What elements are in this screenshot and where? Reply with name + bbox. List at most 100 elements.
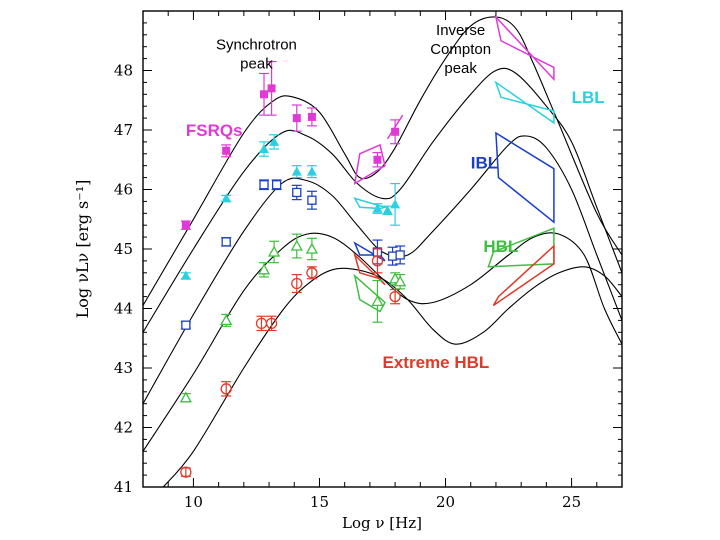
marker-triangle [306,166,317,176]
model-curve-ibl-model [143,135,622,404]
marker-square [222,146,231,155]
data-point-extreme-hbl-0 [180,466,192,478]
marker-triangle [390,199,401,209]
data-point-hbl-6 [371,279,384,323]
x-tick-label: 20 [436,493,455,511]
data-point-fsrqs-4 [291,104,302,132]
data-point-extreme-hbl-7 [389,288,401,305]
y-tick-label: 46 [114,181,133,199]
data-point-fsrqs-1 [221,144,232,158]
x-tick-label: 15 [310,493,329,511]
data-point-lbl-1 [221,193,232,203]
data-point-extreme-hbl-3 [265,315,278,332]
marker-square-open [259,180,269,190]
marker-square [307,112,316,121]
data-point-ibl-1 [221,237,232,247]
marker-circle-open [265,317,278,330]
spectrum-ibl-1 [495,131,555,224]
annotation-line: Inverse [436,22,485,39]
data-point-ibl-0 [180,320,191,330]
x-tick-label: 25 [562,493,581,511]
data-point-hbl-3 [267,240,281,264]
series-label-ibl: IBL [471,154,498,173]
series-label-extreme-hbl: Extreme HBL [383,353,490,372]
data-point-extreme-hbl-4 [291,273,303,294]
y-tick-label: 43 [114,359,133,377]
data-point-extreme-hbl-6 [371,248,384,274]
spectrum-fsrqs-0 [353,143,386,185]
series-label-hbl: HBL [483,237,518,256]
annotation-line: Synchrotron [216,37,297,54]
data-point-hbl-1 [220,313,233,327]
data-point-fsrqs-2 [259,72,270,116]
data-point-lbl-6 [372,203,383,214]
data-point-hbl-4 [290,233,303,259]
data-point-hbl-5 [305,237,319,261]
y-tick-label: 44 [114,300,133,318]
data-point-extreme-hbl-5 [306,266,318,280]
data-point-ibl-3 [271,179,282,191]
y-axis-label: Log νLν [erg s⁻¹] [73,180,92,319]
marker-triangle-open [257,263,271,275]
marker-square-open [307,195,317,205]
y-tick-label: 41 [114,478,133,496]
series-label-lbl: LBL [572,88,605,107]
spectrum-hbl-0 [353,273,386,313]
spectrum-lbl-1 [494,80,555,125]
marker-square [260,90,269,99]
x-axis-label: Log ν [Hz] [342,514,422,532]
marker-triangle-open [179,391,192,403]
marker-triangle [372,203,383,213]
y-tick-label: 47 [114,121,133,139]
marker-square [391,127,400,136]
marker-triangle-open [305,242,319,254]
annotation-line: peak [444,60,477,77]
annotation-1: Inverse Compton peak [430,22,491,77]
marker-square-open [387,251,398,261]
series-label-fsrqs: FSRQs [186,121,243,140]
data-point-hbl-0 [179,391,192,403]
model-curve-lbl-model [143,67,622,333]
marker-square [267,84,276,93]
marker-triangle [180,270,191,280]
marker-square [292,114,301,123]
marker-triangle [382,205,393,215]
marker-square-open [221,237,231,247]
data-point-ibl-5 [306,190,317,210]
data-point-lbl-2 [259,141,270,157]
data-point-fsrqs-6 [372,152,383,168]
model-curve-fsrqs-model [143,16,622,306]
marker-triangle-open [371,295,384,307]
x-tick-label: 10 [184,493,203,511]
marker-triangle-open [394,275,407,287]
spectrum-hbl-1 [487,227,555,268]
annotation-line: Compton [430,41,491,58]
model-curve-hbl-model [143,232,622,452]
marker-triangle [221,193,232,203]
y-tick-label: 48 [114,62,133,80]
data-point-lbl-0 [180,270,191,280]
data-point-lbl-5 [306,165,317,179]
data-point-lbl-8 [390,182,401,226]
data-point-lbl-4 [291,165,302,179]
data-point-fsrqs-7 [390,119,401,145]
spectrum-extreme-hbl-0 [353,252,386,286]
y-tick-label: 42 [114,419,133,437]
marker-circle-open [291,277,303,290]
data-point-ibl-4 [291,184,302,201]
marker-square [181,221,190,230]
data-point-lbl-7 [382,205,393,216]
marker-circle-open [389,290,401,303]
marker-triangle [291,166,302,176]
annotation-0: Synchrotron peak [216,37,297,73]
marker-circle-open [180,466,192,478]
data-point-fsrqs-3 [266,60,277,116]
marker-triangle-open [220,314,233,326]
data-point-extreme-hbl-2 [255,315,268,332]
data-point-lbl-3 [269,134,280,150]
annotation-line: peak [240,56,273,73]
data-point-extreme-hbl-1 [220,381,232,397]
y-tick-label: 45 [114,240,133,258]
marker-square-open [271,180,282,190]
